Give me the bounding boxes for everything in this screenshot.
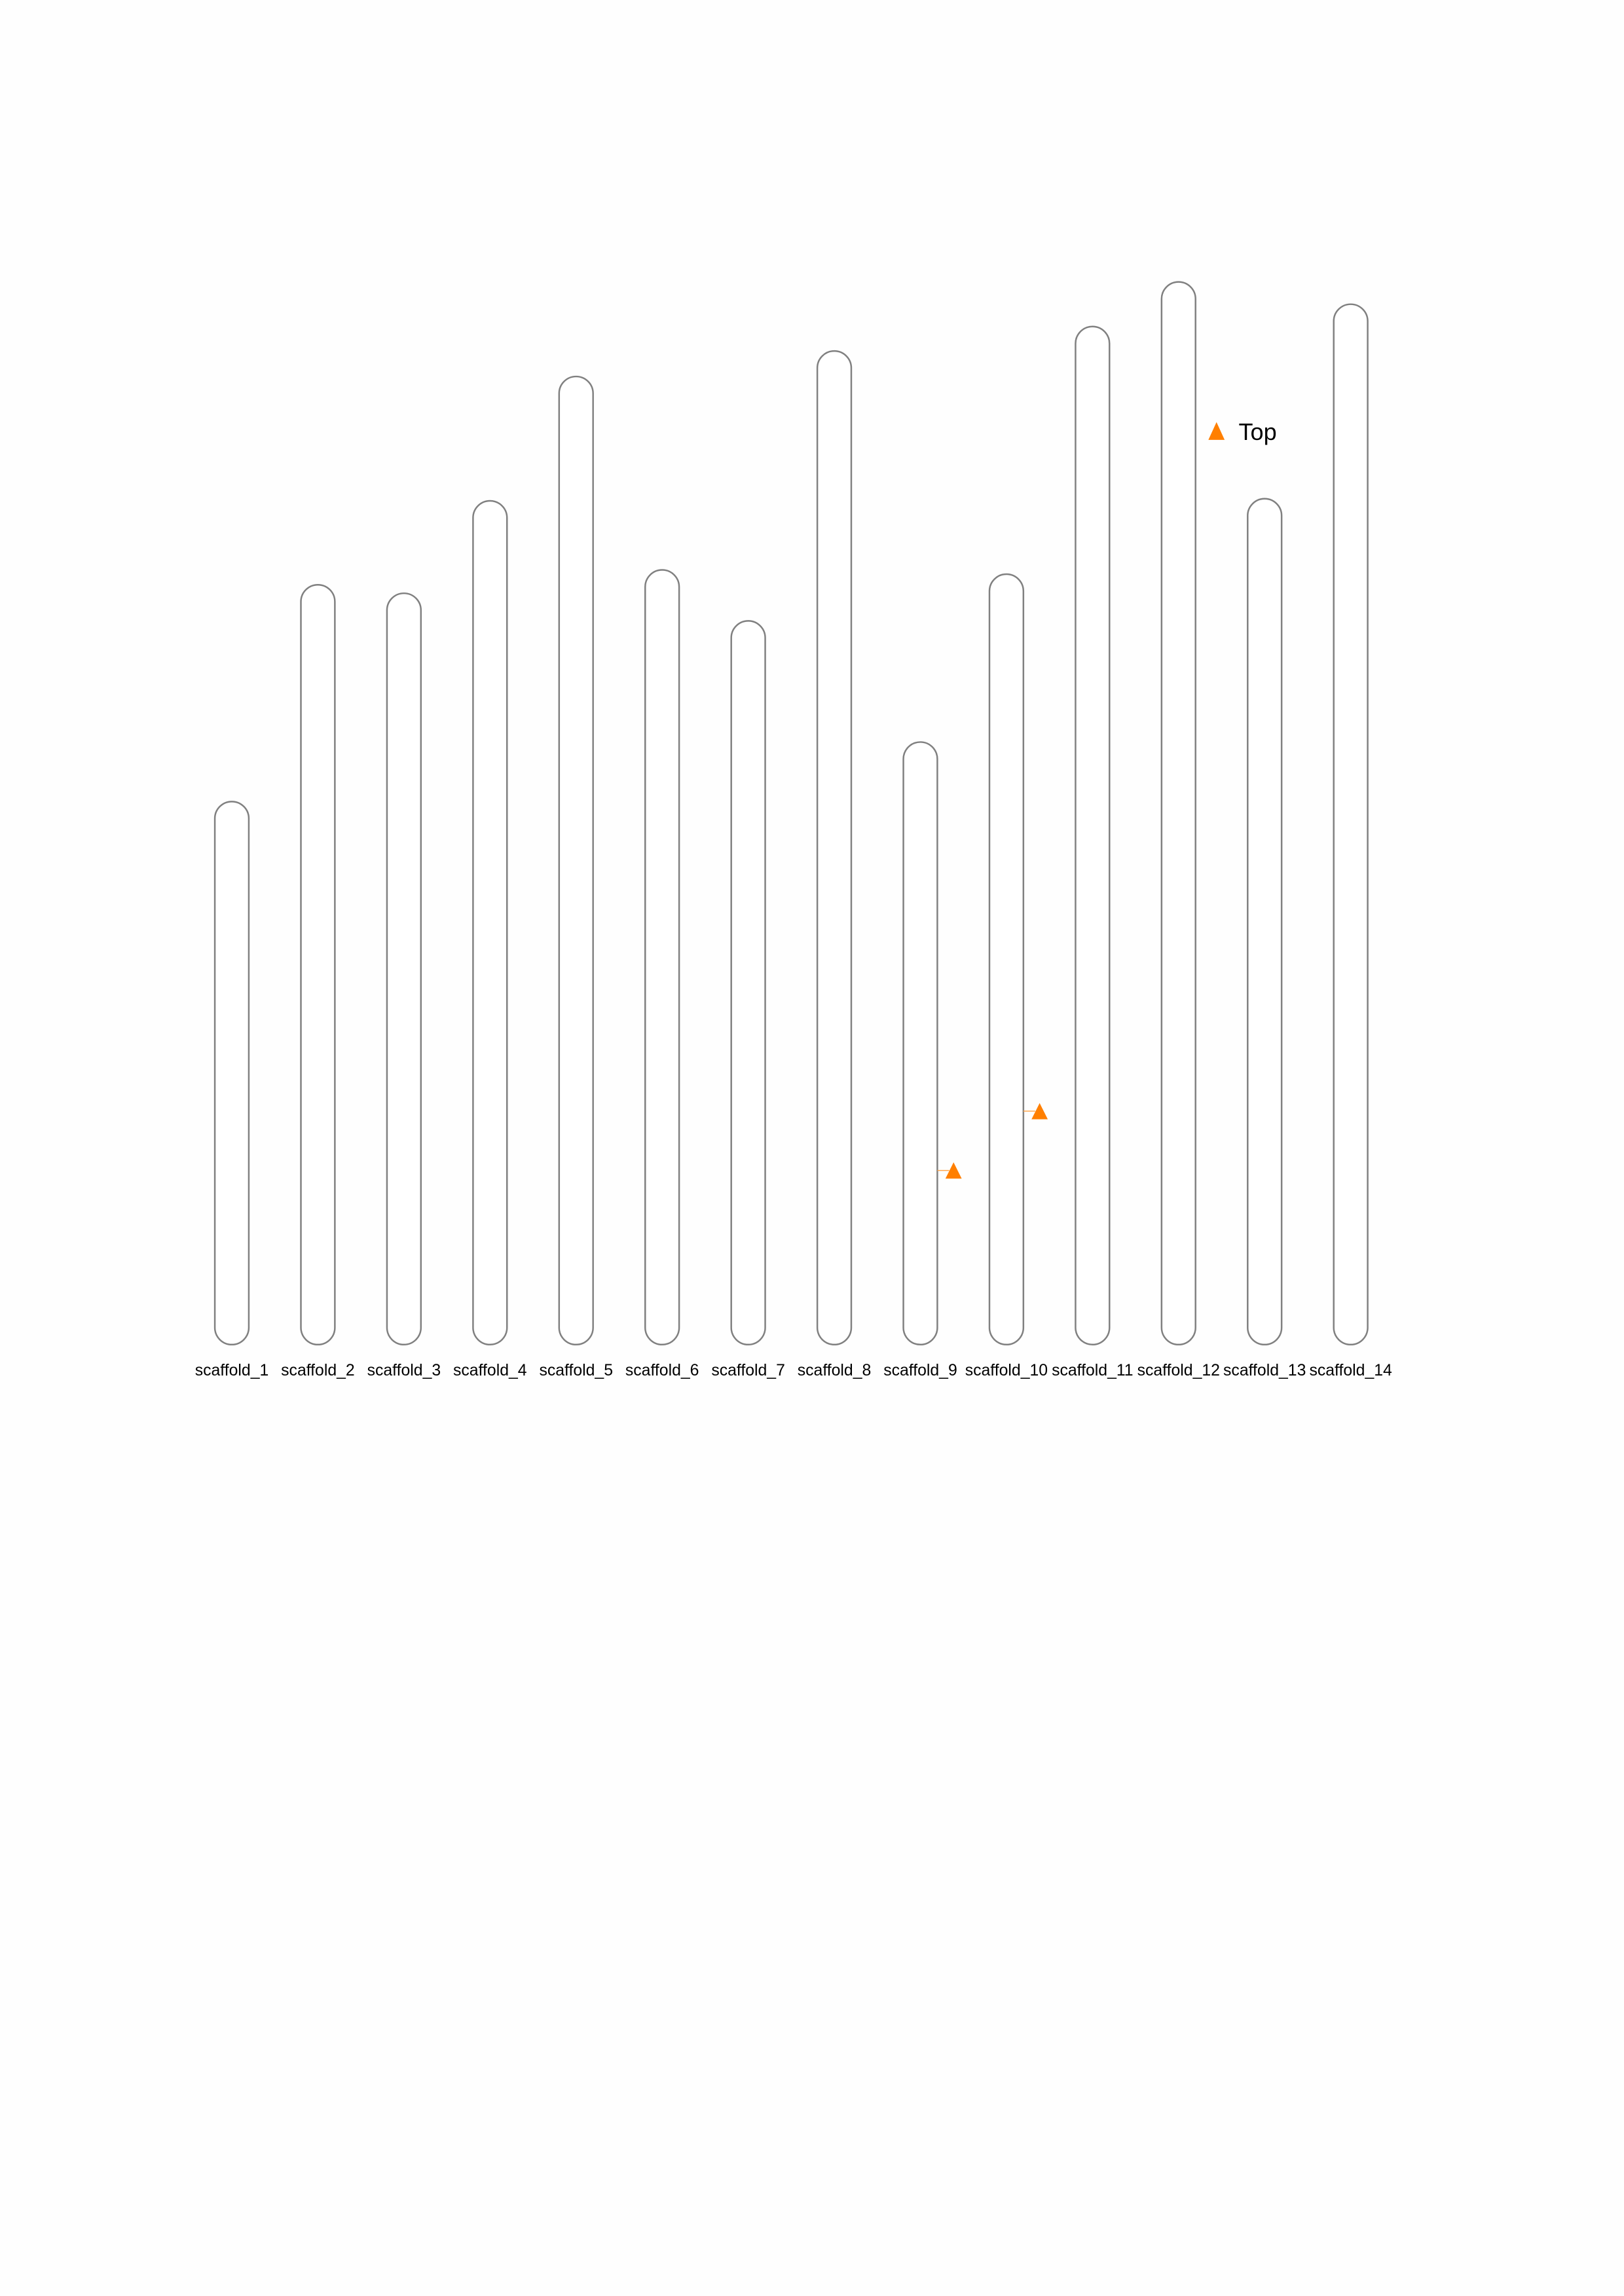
markers: [937, 1102, 1048, 1179]
chromosome-scaffold_2: [300, 583, 336, 1346]
chromosome-label: scaffold_1: [195, 1362, 269, 1379]
chromosome-scaffold_14: [1333, 303, 1369, 1346]
chromosome-label: scaffold_13: [1223, 1362, 1306, 1379]
legend-triangle-icon: [1208, 422, 1225, 440]
chromosomes: scaffold_1 scaffold_2 scaffold_3 scaffold_4…: [195, 281, 1392, 1379]
chromosome-scaffold_13: [1247, 498, 1283, 1346]
chromosome-scaffold_10: [988, 573, 1025, 1346]
marker-triangle-scaffold_9: [945, 1162, 962, 1179]
legend: Top: [1208, 418, 1277, 445]
chromosome-label: scaffold_12: [1137, 1362, 1220, 1379]
chromosome-scaffold_6: [644, 569, 680, 1346]
legend-label-top: Top: [1239, 418, 1277, 445]
chromosome-label: scaffold_10: [965, 1362, 1048, 1379]
chromosome-scaffold_8: [816, 350, 853, 1346]
chromosome-label: scaffold_14: [1309, 1362, 1392, 1379]
chromosome-label: scaffold_11: [1052, 1362, 1133, 1379]
chromosome-label: scaffold_2: [281, 1362, 355, 1379]
chromosome-label: scaffold_6: [625, 1362, 699, 1379]
chromosome-scaffold_5: [558, 375, 594, 1346]
chromosome-scaffold_11: [1075, 325, 1111, 1346]
chromosome-scaffold_1: [213, 801, 250, 1346]
chromosome-label: scaffold_4: [453, 1362, 527, 1379]
chromosome-label: scaffold_8: [798, 1362, 872, 1379]
marker-triangle-scaffold_10: [1031, 1102, 1048, 1120]
chromosome-label: scaffold_3: [367, 1362, 441, 1379]
chromosome-scaffold_7: [730, 620, 766, 1346]
chromosome-label: scaffold_7: [711, 1362, 785, 1379]
chromosome-scaffold_4: [472, 500, 508, 1346]
chromosome-scaffold_3: [386, 592, 422, 1346]
chromosome-label: scaffold_9: [883, 1362, 957, 1379]
chromosome-label: scaffold_5: [539, 1362, 613, 1379]
chromosome-scaffold_9: [902, 741, 938, 1346]
chromosome-scaffold_12: [1160, 281, 1196, 1346]
